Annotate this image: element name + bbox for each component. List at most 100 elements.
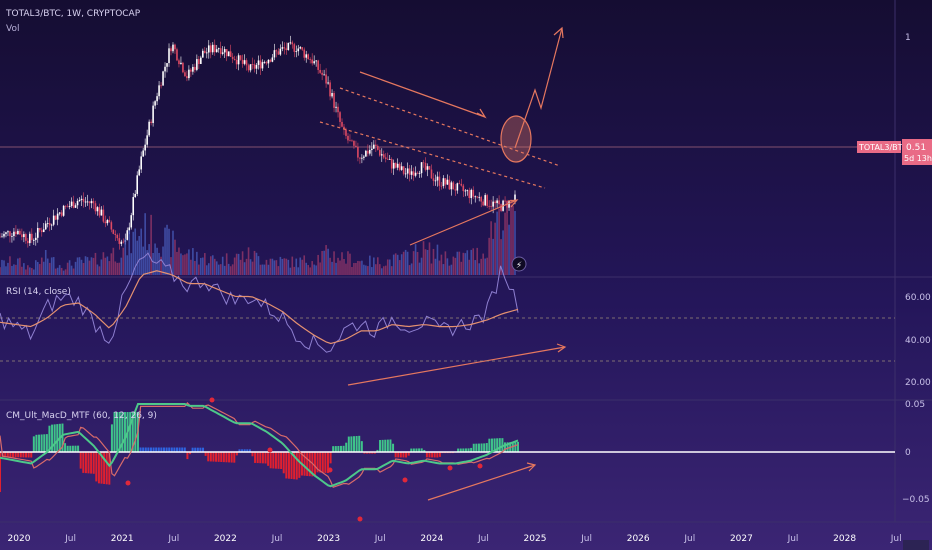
candle <box>514 194 516 202</box>
flash-icon[interactable] <box>511 256 527 272</box>
macd-hist-bar <box>82 452 85 473</box>
candle <box>245 60 248 66</box>
scale-settings-icon[interactable] <box>903 540 929 550</box>
macd-hist-bar <box>485 443 488 452</box>
macd-hist-bar <box>337 445 340 452</box>
candle <box>440 185 443 187</box>
volume-bar <box>277 266 280 275</box>
candle <box>42 229 45 233</box>
volume-bar <box>200 257 202 275</box>
macd-signal-line <box>0 401 519 488</box>
macd-hist-bar <box>243 449 246 452</box>
candle <box>190 69 192 72</box>
macd-hist-bar <box>212 452 215 462</box>
candle <box>1 236 3 238</box>
volume-bar <box>92 257 95 275</box>
volume-bar <box>378 264 381 275</box>
candle <box>231 56 234 59</box>
volume-bar <box>29 267 31 275</box>
macd-hist-bar <box>316 452 319 473</box>
volume-bar <box>327 248 329 275</box>
candle <box>315 60 317 62</box>
candle <box>458 183 461 185</box>
volume-bar <box>287 259 290 275</box>
candle <box>319 69 321 73</box>
volume-bar <box>66 262 69 275</box>
candle <box>88 201 91 204</box>
candle <box>420 162 423 174</box>
volume-bar <box>416 251 419 275</box>
macd-hist-bar <box>230 452 233 463</box>
time-axis[interactable]: 2020 Jul 2021 Jul 2022 Jul 2023 Jul 2024 Jul 2025 J… <box>8 534 902 544</box>
volume-bar <box>466 250 469 275</box>
candle <box>23 234 25 238</box>
candle <box>329 82 331 97</box>
candle <box>327 82 329 84</box>
volume-bar <box>398 260 401 275</box>
macd-hist-bar <box>66 445 69 452</box>
candle <box>38 228 41 231</box>
macd-cross-dots <box>125 397 483 522</box>
rsi-tick-20: 20.00 <box>905 378 931 388</box>
candle <box>27 240 29 244</box>
macd-hist-bar <box>160 447 163 452</box>
volume-bar <box>229 266 232 275</box>
rsi-tick-40: 40.00 <box>905 336 931 346</box>
macd-hist-bar <box>306 452 309 476</box>
candle <box>130 215 133 228</box>
volume-bar <box>434 258 437 275</box>
volume-bar <box>365 265 367 275</box>
macd-hist-bar <box>399 452 402 458</box>
macd-hist-bar <box>77 445 80 452</box>
candle <box>178 60 180 65</box>
candle <box>114 233 117 235</box>
volume-bar <box>3 260 5 275</box>
macd-hist-bar <box>90 452 93 474</box>
macd-hist-bar <box>368 452 371 454</box>
macd-hist-bar <box>186 452 189 460</box>
macd-hist-bar <box>181 447 184 452</box>
candle <box>275 50 278 52</box>
last-price-tag[interactable] <box>902 139 932 165</box>
rsi-ma-line <box>0 270 519 345</box>
volume-bar <box>221 256 224 275</box>
volume-bar <box>148 244 150 275</box>
macd-hist-bar <box>95 452 98 482</box>
time-tick-label: Jul <box>890 534 902 544</box>
symbol-tag[interactable] <box>857 141 901 153</box>
candle <box>174 44 176 50</box>
volume-bar <box>52 257 55 275</box>
candle <box>132 197 135 216</box>
volume-bar <box>100 259 103 275</box>
volume-bar <box>353 263 355 275</box>
volume-bar <box>23 263 25 275</box>
macd-hist-bar <box>358 435 361 452</box>
volume-bar <box>98 266 101 275</box>
macd-hist-bar <box>363 452 366 454</box>
macd-hist-bar <box>53 424 56 452</box>
downtrend-arrow <box>359 71 486 118</box>
candle <box>144 144 146 151</box>
macd-hist-bar <box>129 412 132 452</box>
volume-bar <box>160 256 162 275</box>
candle <box>198 59 200 64</box>
candle <box>470 189 473 199</box>
volume-arrowhead <box>507 199 519 208</box>
macd-hist-bar <box>118 412 121 452</box>
candle <box>301 47 304 50</box>
macd-hist-bar <box>168 447 171 452</box>
macd-hist-bar <box>144 447 147 452</box>
volume-bar <box>321 251 323 275</box>
candle <box>72 201 75 208</box>
candle <box>110 222 113 230</box>
volume-bar <box>124 238 127 275</box>
candle <box>325 74 327 84</box>
volume-bar <box>76 257 79 275</box>
macd-hist-bar <box>319 452 322 473</box>
volume-bar <box>132 231 135 275</box>
candle <box>400 166 403 170</box>
macd-hist-bar <box>0 452 1 492</box>
candle <box>404 173 407 175</box>
candle <box>48 223 51 226</box>
